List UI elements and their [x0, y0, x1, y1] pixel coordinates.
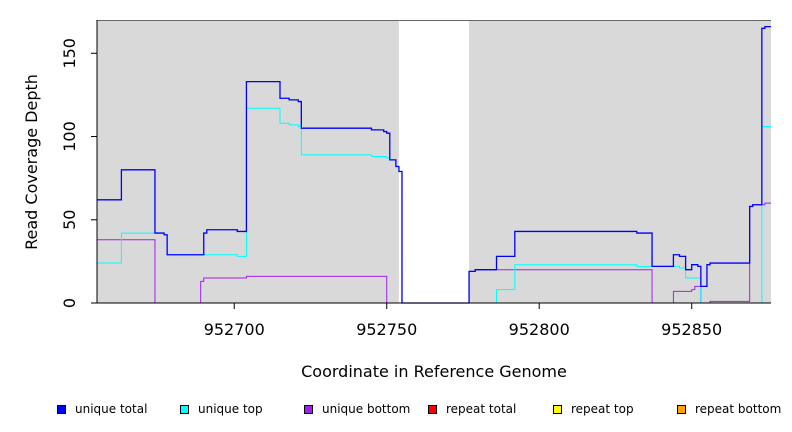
- x-tick-label: 952700: [204, 320, 265, 339]
- y-axis-title: Read Coverage Depth: [22, 74, 41, 250]
- legend-label: unique top: [198, 402, 263, 416]
- y-tick-label: 150: [60, 38, 79, 69]
- legend-swatch: [180, 404, 189, 414]
- y-tick-label: 100: [60, 121, 79, 152]
- series-line-unique-total: [97, 26, 771, 304]
- legend-swatch: [57, 404, 66, 414]
- plot-panel-left: [97, 20, 399, 303]
- coverage-chart: 0 50 100 150 952700 952750 952800 952850 Read C…: [22, 20, 771, 381]
- legend-swatch: [304, 404, 313, 414]
- plot-panel-right: [469, 20, 771, 303]
- x-tick-label: 952800: [509, 320, 570, 339]
- legend-item-unique-total: unique total: [57, 400, 147, 418]
- y-tick-label: 0: [60, 298, 79, 308]
- legend-item-repeat-top: repeat top: [553, 400, 634, 418]
- plot-background: [97, 20, 771, 303]
- x-tick-label: 952850: [661, 320, 722, 339]
- legend: unique total unique top unique bottom repea…: [0, 400, 792, 420]
- legend-label: repeat total: [446, 402, 517, 416]
- legend-label: unique total: [75, 402, 148, 416]
- legend-label: unique bottom: [322, 402, 411, 416]
- y-tick-label: 50: [60, 210, 79, 230]
- axes-layer: 0 50 100 150 952700 952750 952800 952850: [60, 20, 771, 339]
- x-axis-title: Coordinate in Reference Genome: [301, 362, 567, 381]
- x-tick-label: 952750: [356, 320, 417, 339]
- legend-label: repeat bottom: [695, 402, 782, 416]
- legend-item-repeat-total: repeat total: [428, 400, 516, 418]
- legend-item-unique-top: unique top: [180, 400, 263, 418]
- legend-item-repeat-bottom: repeat bottom: [677, 400, 781, 418]
- legend-swatch: [428, 404, 437, 414]
- plot-gap-region: [398, 20, 470, 303]
- legend-swatch: [677, 404, 686, 414]
- legend-swatch: [553, 404, 562, 414]
- legend-label: repeat top: [571, 402, 634, 416]
- legend-item-unique-bottom: unique bottom: [304, 400, 410, 418]
